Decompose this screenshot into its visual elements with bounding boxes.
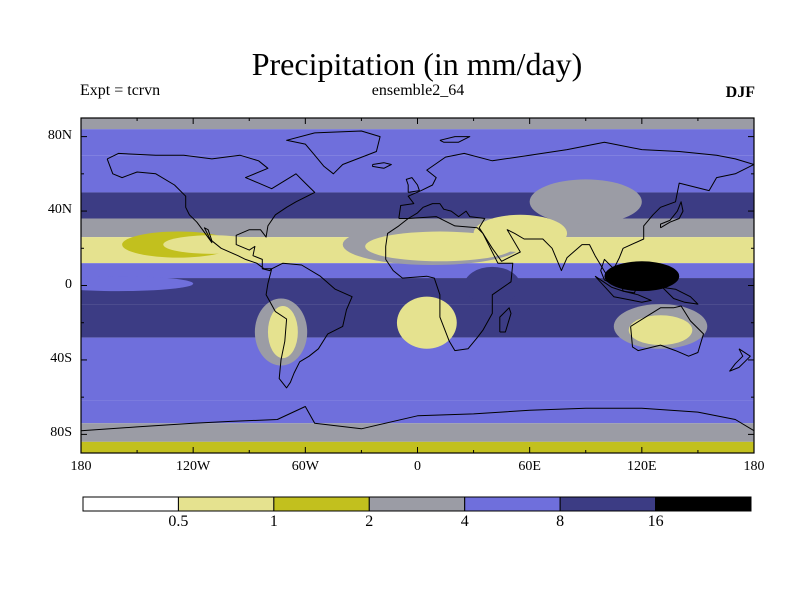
coastline-australia bbox=[630, 305, 704, 357]
colorbar-label-3: 4 bbox=[460, 513, 469, 530]
coastline-japan bbox=[660, 201, 684, 229]
colorbar-swatch-3 bbox=[368, 496, 466, 512]
colorbar-label-1: 1 bbox=[269, 513, 278, 530]
colorbar-label-2: 2 bbox=[365, 513, 374, 530]
x-tick-label-1: 120W bbox=[176, 459, 211, 474]
x-tick-label-5: 120E bbox=[627, 459, 657, 474]
precip-band-10 bbox=[81, 400, 754, 424]
y-tick-label-0: 80N bbox=[47, 127, 72, 143]
coastline-north-america bbox=[106, 152, 316, 272]
coastline-antarctica bbox=[81, 406, 754, 432]
y-tick-label-2: 0 bbox=[65, 276, 72, 292]
colorbar-swatch-0 bbox=[82, 496, 179, 512]
precip-band-3 bbox=[81, 192, 754, 219]
coastline-greenland bbox=[286, 130, 381, 175]
precip-band-9 bbox=[81, 337, 754, 401]
x-tick-label-6: 180 bbox=[743, 459, 765, 474]
coastline-africa bbox=[385, 216, 514, 352]
precip-band-2 bbox=[81, 155, 754, 193]
map-title: Precipitation (in mm/day) bbox=[251, 46, 583, 82]
precip-band-6 bbox=[81, 263, 754, 279]
precip-region-4 bbox=[473, 214, 568, 252]
x-tick-label-2: 60W bbox=[291, 459, 319, 474]
coastline-iceland bbox=[372, 162, 392, 169]
colorbar-label-5: 16 bbox=[647, 513, 664, 530]
colorbar-swatch-1 bbox=[177, 496, 275, 512]
precip-region-10 bbox=[628, 315, 693, 346]
y-tick-label-4: 80S bbox=[50, 425, 72, 441]
precip-region-5 bbox=[529, 179, 642, 225]
precip-region-13 bbox=[464, 266, 521, 305]
colorbar-swatch-5 bbox=[559, 496, 657, 512]
experiment-label: Expt = tcrvn bbox=[80, 82, 161, 99]
precip-region-8 bbox=[396, 296, 457, 349]
coastline-borneo bbox=[620, 273, 641, 294]
precip-band-11 bbox=[81, 423, 754, 442]
colorbar-swatch-2 bbox=[273, 496, 370, 512]
colorbar-swatch-4 bbox=[464, 496, 561, 512]
y-tick-label-1: 40N bbox=[47, 202, 72, 218]
coastline-south-america bbox=[265, 262, 353, 389]
coastline-svalbard bbox=[439, 136, 471, 143]
precip-region-7 bbox=[267, 305, 298, 359]
coastline-new-zealand bbox=[729, 348, 751, 372]
colorbar-label-0: 0.5 bbox=[168, 513, 189, 530]
x-tick-label-4: 60E bbox=[518, 459, 541, 474]
x-tick-label-0: 180 bbox=[70, 459, 92, 474]
x-tick-label-3: 0 bbox=[414, 459, 421, 474]
precip-region-12 bbox=[81, 276, 194, 292]
colorbar-label-4: 8 bbox=[556, 513, 565, 530]
colorbar-swatch-6 bbox=[655, 496, 752, 512]
coastline-madagascar bbox=[499, 307, 512, 333]
precip-band-1 bbox=[81, 129, 754, 156]
dataset-label: ensemble2_64 bbox=[371, 82, 465, 99]
coastline-new-guinea bbox=[662, 286, 699, 305]
precip-region-3 bbox=[163, 235, 261, 254]
coastline-indonesia bbox=[594, 275, 652, 303]
coastline-eurasia bbox=[398, 141, 754, 285]
coastline-british-isles bbox=[405, 177, 420, 193]
y-tick-label-3: 40S bbox=[50, 350, 72, 366]
precip-region-11 bbox=[604, 261, 680, 292]
season-label: DJF bbox=[725, 84, 755, 101]
